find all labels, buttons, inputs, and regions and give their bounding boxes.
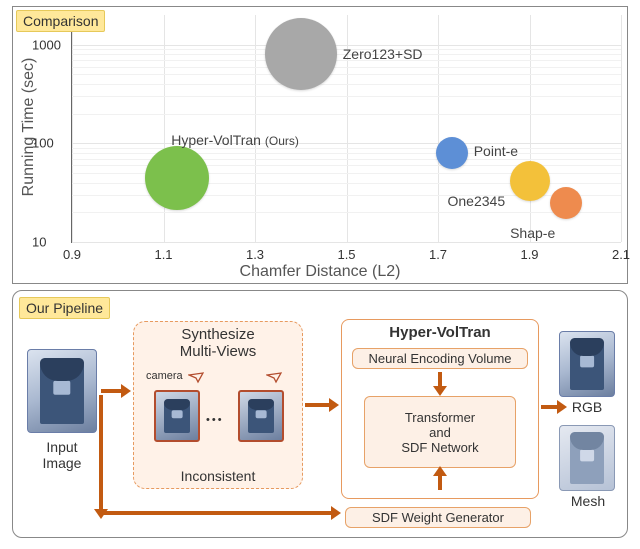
hypervoltran-title: Hyper-VolTran (342, 324, 538, 341)
y-axis-label: Running Time (sec) (20, 58, 38, 197)
y-tick: 10 (32, 235, 46, 250)
input-image-thumb (27, 349, 97, 433)
ellipsis-icon: ••• (206, 414, 224, 426)
bubble-label: Zero123+SD (343, 46, 423, 62)
camera-label: camera (146, 370, 183, 382)
chart-badge: Comparison (16, 10, 105, 32)
x-tick: 2.1 (612, 247, 630, 262)
bubble-point-e (436, 137, 468, 169)
arrow-synth-to-hvt (305, 403, 331, 407)
x-tick: 1.7 (429, 247, 447, 262)
output-rgb-thumb (559, 331, 615, 397)
x-axis-label: Chamfer Distance (L2) (240, 263, 401, 281)
output-mesh-thumb (559, 425, 615, 491)
output-mesh-label: Mesh (563, 493, 613, 509)
bubble-label: Shap-e (510, 225, 555, 241)
synthesize-box: Synthesize Multi-Views camera ••• Incons… (133, 321, 303, 489)
x-tick: 1.5 (337, 247, 355, 262)
transformer-sdf-box: Transformer and SDF Network (364, 396, 516, 468)
input-image-label: Input Image (27, 439, 97, 471)
pipeline-panel: Our Pipeline Input Image Synthesize Mult… (12, 290, 628, 538)
bubble-zero123-sd (265, 18, 337, 90)
chart-plot-area: 0.91.11.31.51.71.92.1101001000Zero123+SD… (71, 15, 621, 243)
x-tick: 1.3 (246, 247, 264, 262)
camera-icon-1 (188, 372, 204, 384)
output-rgb-label: RGB (565, 399, 609, 415)
bubble-label: One2345 (448, 193, 506, 209)
arrow-hvt-to-out (541, 405, 559, 409)
pipeline-badge: Our Pipeline (19, 297, 110, 319)
comparison-chart-panel: Comparison Running Time (sec) 0.91.11.31… (12, 6, 628, 284)
x-tick: 1.1 (154, 247, 172, 262)
x-tick: 1.9 (520, 247, 538, 262)
bubble-hyper-voltran-ours- (145, 146, 209, 210)
bubble-one2345 (510, 161, 550, 201)
y-tick: 100 (32, 136, 54, 151)
hypervoltran-box: Hyper-VolTran Neural Encoding Volume Tra… (341, 319, 539, 499)
bubble-shap-e (550, 187, 582, 219)
bubble-label: Point-e (474, 143, 518, 159)
synthesize-footer: Inconsistent (134, 468, 302, 484)
arrow-nev-down (438, 372, 442, 388)
camera-icon-2 (266, 372, 282, 384)
neural-encoding-volume-box: Neural Encoding Volume (352, 348, 528, 369)
synthesize-title: Synthesize Multi-Views (134, 326, 302, 360)
synth-view-1 (154, 390, 200, 442)
arrow-input-to-swg-h (101, 511, 333, 515)
synth-view-2 (238, 390, 284, 442)
arrow-input-to-swg-v (99, 395, 103, 511)
sdf-weight-generator-box: SDF Weight Generator (345, 507, 531, 528)
y-tick: 1000 (32, 37, 61, 52)
arrow-swg-up (438, 474, 442, 490)
arrow-input-to-synth (101, 389, 123, 393)
bubble-label: Hyper-VolTran (Ours) (171, 132, 299, 148)
x-tick: 0.9 (63, 247, 81, 262)
